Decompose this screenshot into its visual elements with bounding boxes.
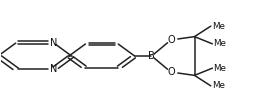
Text: B: B bbox=[148, 51, 155, 61]
Text: O: O bbox=[167, 35, 175, 45]
Text: Me: Me bbox=[212, 22, 225, 31]
Text: N: N bbox=[50, 64, 57, 74]
Text: Me: Me bbox=[213, 64, 226, 73]
Text: Me: Me bbox=[213, 39, 226, 48]
Text: Me: Me bbox=[212, 81, 225, 90]
Text: N: N bbox=[50, 38, 57, 48]
Text: O: O bbox=[167, 67, 175, 77]
